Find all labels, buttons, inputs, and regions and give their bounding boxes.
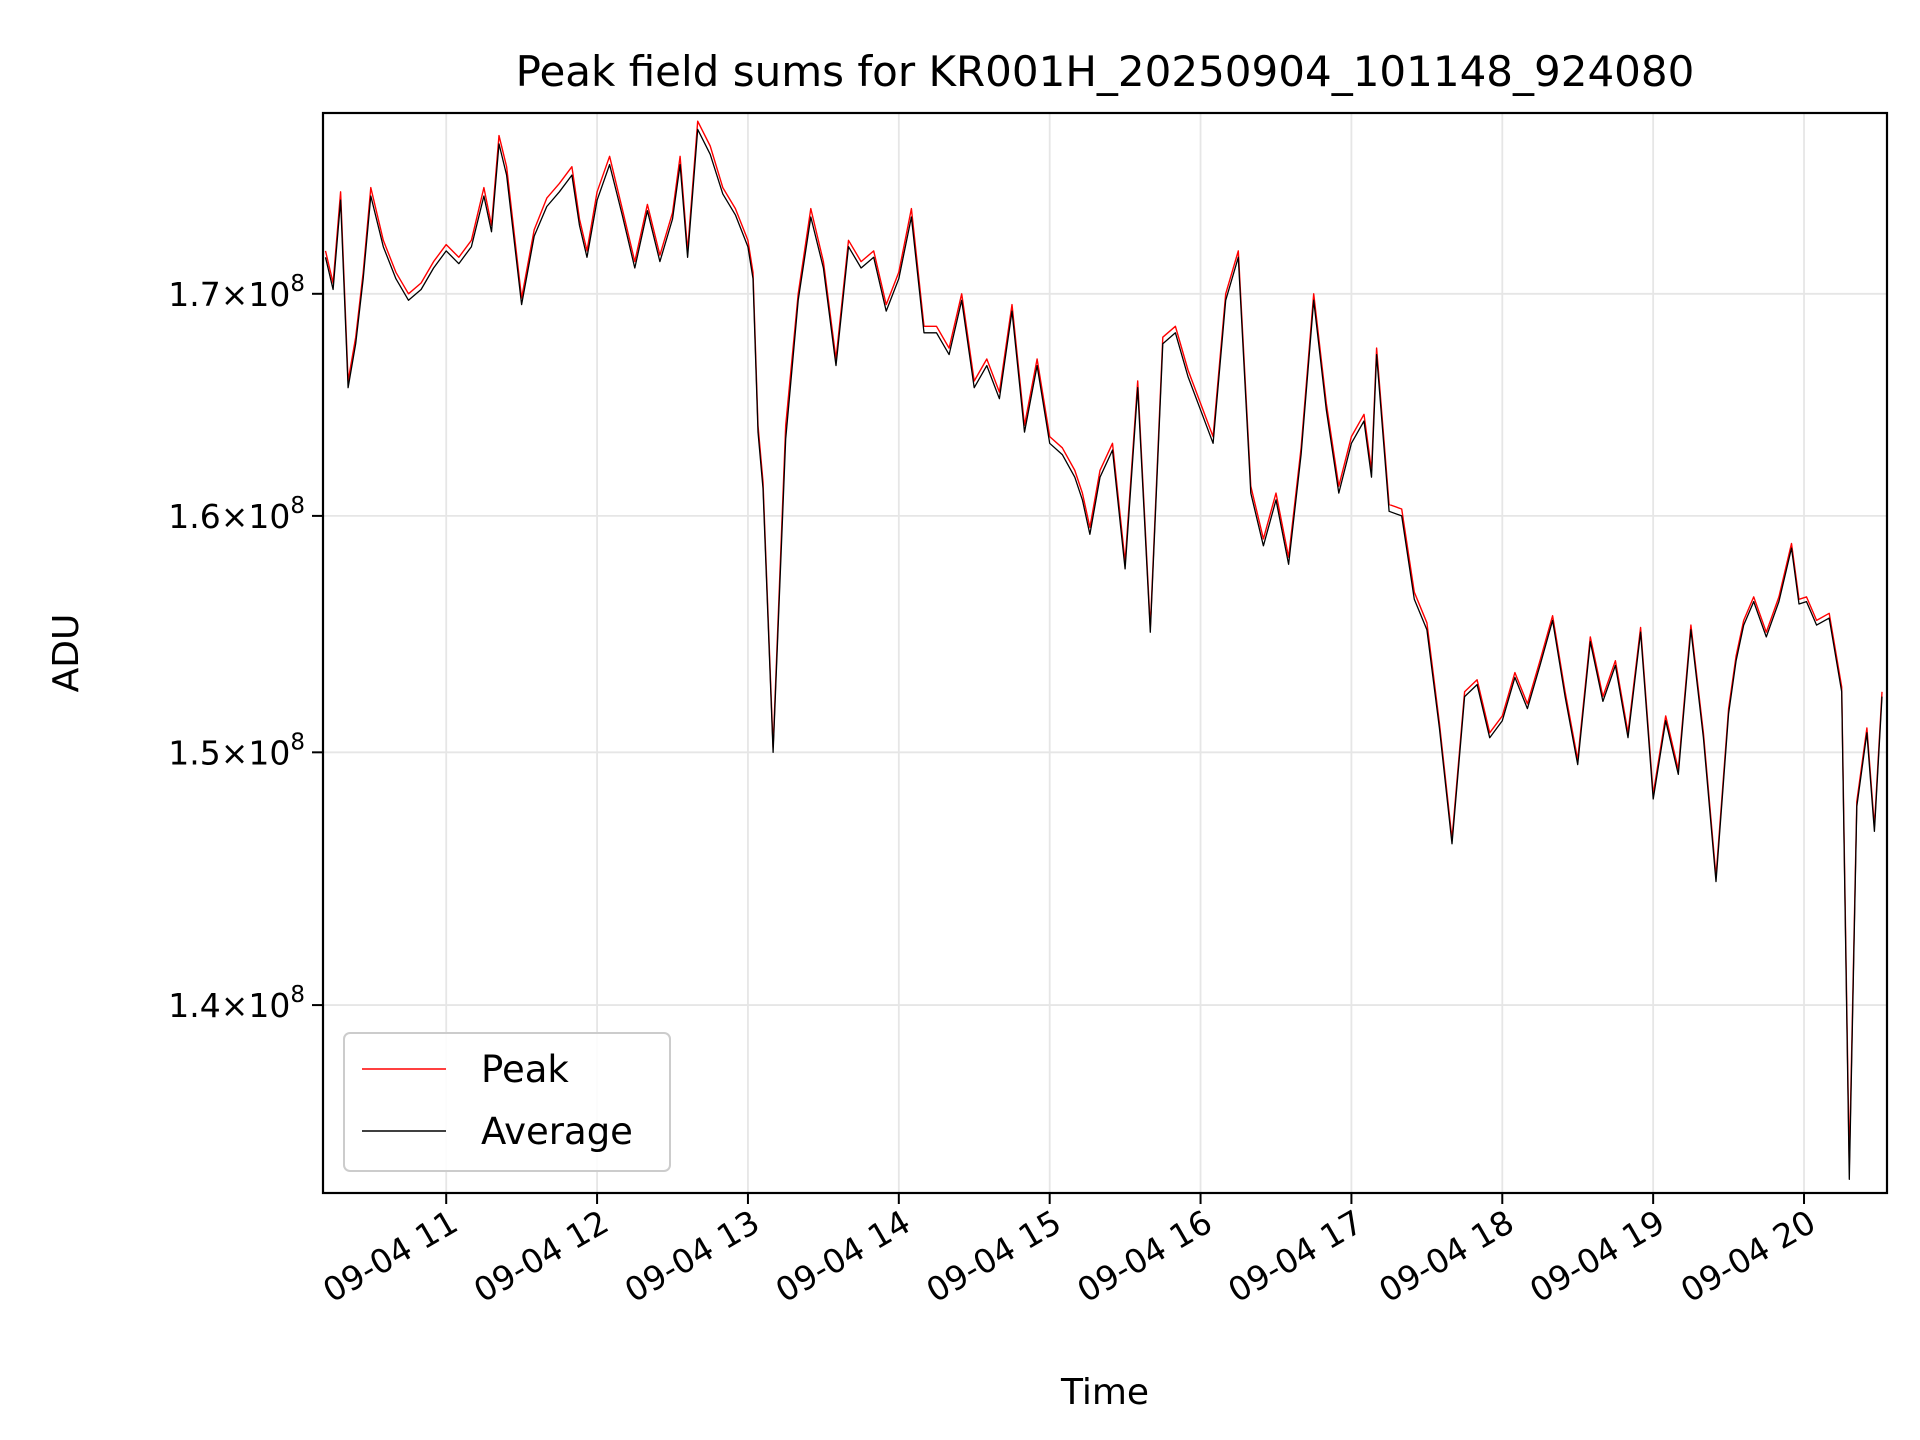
chart-title: Peak field sums for KR001H_20250904_1011… xyxy=(516,47,1695,96)
legend-label-peak: Peak xyxy=(481,1048,569,1091)
y-tick-label: 1.6×108 xyxy=(168,493,305,536)
series-line-average xyxy=(324,128,1883,1180)
y-tick-label: 1.4×108 xyxy=(168,982,305,1025)
grid-lines xyxy=(323,113,1887,1193)
y-axis-label: ADU xyxy=(46,614,87,693)
series-layer xyxy=(324,120,1883,1180)
legend-label-average: Average xyxy=(481,1110,633,1153)
legend-box xyxy=(343,1032,671,1172)
y-ticks: 1.4×108 1.5×108 1.6×108 1.7×108 xyxy=(168,271,323,1025)
plot-frame xyxy=(321,111,1889,1195)
y-tick-label: 1.7×108 xyxy=(168,271,305,314)
legend: Peak Average xyxy=(343,1032,671,1172)
y-tick-label: 1.5×108 xyxy=(168,729,305,772)
x-axis-label: Time xyxy=(1060,1372,1149,1413)
